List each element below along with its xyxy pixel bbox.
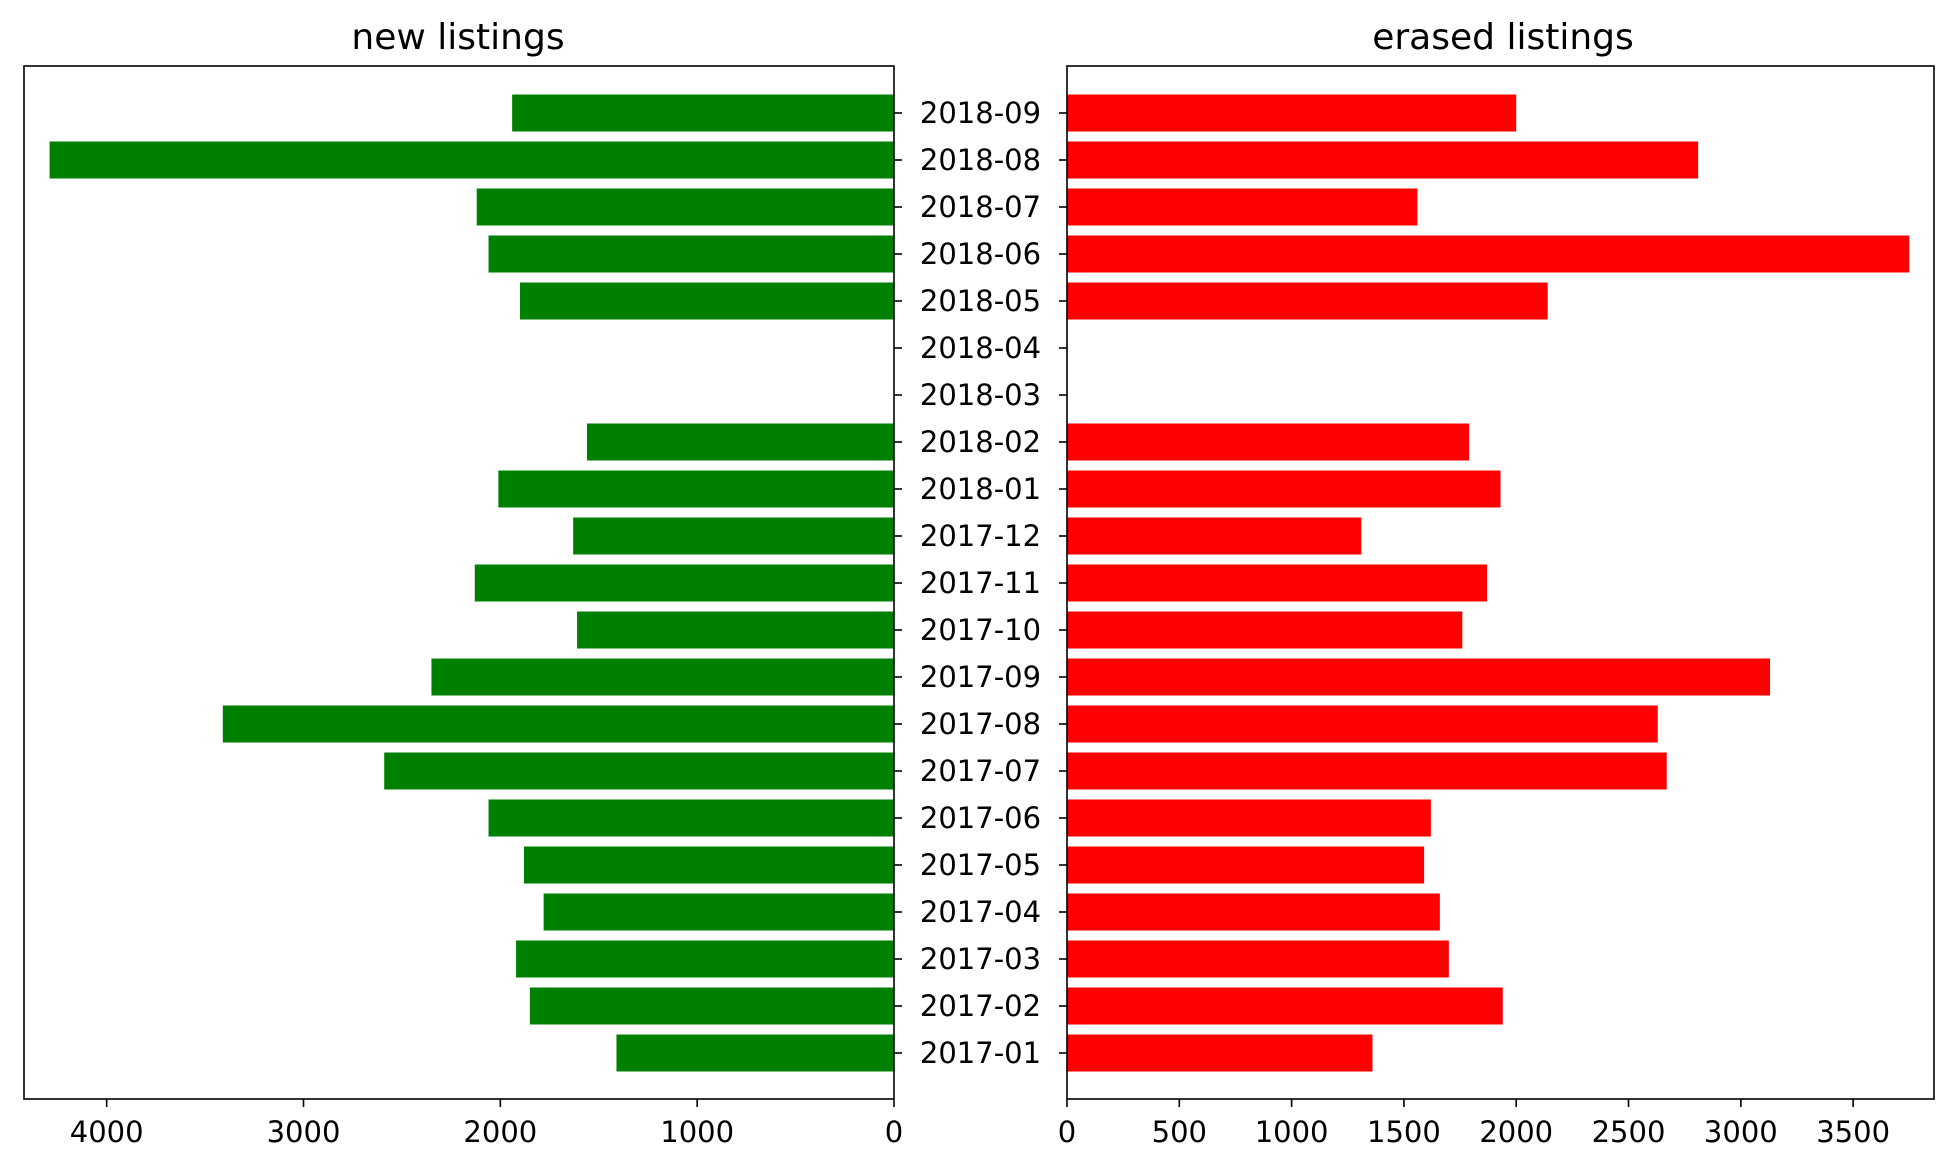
right-xtick-label-1500: 1500	[1367, 1115, 1441, 1149]
category-label-2018-06: 2018-06	[920, 237, 1041, 271]
left-xtick-label-2000: 2000	[463, 1115, 537, 1149]
category-label-2018-07: 2018-07	[920, 190, 1041, 224]
right-xtick-label-0: 0	[1058, 1115, 1076, 1149]
erased-listings-bar-2017-03	[1067, 940, 1449, 978]
new-listings-bar-2017-10	[577, 611, 894, 649]
category-label-2017-04: 2017-04	[920, 895, 1041, 929]
new-listings-bar-2017-05	[523, 846, 894, 884]
left-xtick-label-0: 0	[885, 1115, 903, 1149]
left-panel-title: new listings	[351, 17, 564, 58]
category-label-2017-10: 2017-10	[920, 613, 1041, 647]
bars-group	[49, 94, 1910, 1072]
category-label-2018-08: 2018-08	[920, 143, 1041, 177]
new-listings-bar-2017-12	[573, 517, 894, 555]
erased-listings-bar-2017-12	[1067, 517, 1362, 555]
right-xtick-label-2000: 2000	[1479, 1115, 1553, 1149]
category-label-2017-06: 2017-06	[920, 801, 1041, 835]
category-label-2017-11: 2017-11	[920, 566, 1041, 600]
new-listings-bar-2017-01	[616, 1034, 894, 1072]
category-label-2018-04: 2018-04	[920, 331, 1041, 365]
erased-listings-bar-2017-07	[1067, 752, 1667, 790]
category-label-2017-03: 2017-03	[920, 942, 1041, 976]
erased-listings-bar-2017-01	[1067, 1034, 1373, 1072]
new-listings-bar-2018-06	[488, 235, 894, 273]
erased-listings-bar-2018-08	[1067, 141, 1699, 179]
category-label-2017-02: 2017-02	[920, 989, 1041, 1023]
erased-listings-bar-2017-02	[1067, 987, 1503, 1025]
right-xtick-label-3500: 3500	[1816, 1115, 1890, 1149]
new-listings-bar-2018-08	[49, 141, 894, 179]
category-label-2018-05: 2018-05	[920, 284, 1041, 318]
category-label-2017-07: 2017-07	[920, 754, 1041, 788]
new-listings-bar-2017-08	[222, 705, 894, 743]
erased-listings-bar-2018-07	[1067, 188, 1418, 226]
erased-listings-bar-2017-10	[1067, 611, 1463, 649]
ticks-group: 0 1000 2000 3000 4000 0 500 1000 1500 2000 2500 300…	[70, 96, 1890, 1149]
new-listings-bar-2018-09	[512, 94, 894, 132]
erased-listings-bar-2017-09	[1067, 658, 1771, 696]
right-xtick-label-1000: 1000	[1255, 1115, 1329, 1149]
new-listings-bar-2017-09	[431, 658, 894, 696]
left-xtick-label-3000: 3000	[267, 1115, 341, 1149]
category-label-2017-12: 2017-12	[920, 519, 1041, 553]
category-label-2017-09: 2017-09	[920, 660, 1041, 694]
erased-listings-bar-2018-01	[1067, 470, 1501, 508]
new-listings-bar-2017-02	[529, 987, 894, 1025]
right-xtick-label-500: 500	[1152, 1115, 1207, 1149]
erased-listings-bar-2017-04	[1067, 893, 1440, 931]
new-listings-bar-2017-07	[384, 752, 894, 790]
left-xtick-label-4000: 4000	[70, 1115, 144, 1149]
new-listings-bar-2017-11	[474, 564, 894, 602]
erased-listings-bar-2018-09	[1067, 94, 1517, 132]
erased-listings-bar-2017-08	[1067, 705, 1658, 743]
left-xtick-label-1000: 1000	[660, 1115, 734, 1149]
erased-listings-bar-2018-05	[1067, 282, 1548, 320]
category-label-2018-02: 2018-02	[920, 425, 1041, 459]
category-label-2017-08: 2017-08	[920, 707, 1041, 741]
category-label-2017-01: 2017-01	[920, 1036, 1041, 1070]
right-panel-title: erased listings	[1372, 17, 1634, 58]
category-label-2017-05: 2017-05	[920, 848, 1041, 882]
new-listings-bar-2018-02	[586, 423, 894, 461]
right-xtick-label-3000: 3000	[1704, 1115, 1778, 1149]
category-label-2018-03: 2018-03	[920, 378, 1041, 412]
erased-listings-bar-2017-05	[1067, 846, 1425, 884]
new-listings-bar-2017-06	[488, 799, 894, 837]
new-listings-bar-2018-07	[476, 188, 894, 226]
category-label-2018-01: 2018-01	[920, 472, 1041, 506]
new-listings-bar-2018-01	[498, 470, 894, 508]
new-listings-bar-2017-04	[543, 893, 894, 931]
erased-listings-bar-2018-06	[1067, 235, 1910, 273]
category-label-2018-09: 2018-09	[920, 96, 1041, 130]
new-listings-bar-2018-05	[520, 282, 894, 320]
new-listings-bar-2017-03	[516, 940, 894, 978]
erased-listings-bar-2018-02	[1067, 423, 1470, 461]
right-xtick-label-2500: 2500	[1592, 1115, 1666, 1149]
erased-listings-bar-2017-06	[1067, 799, 1431, 837]
erased-listings-bar-2017-11	[1067, 564, 1488, 602]
